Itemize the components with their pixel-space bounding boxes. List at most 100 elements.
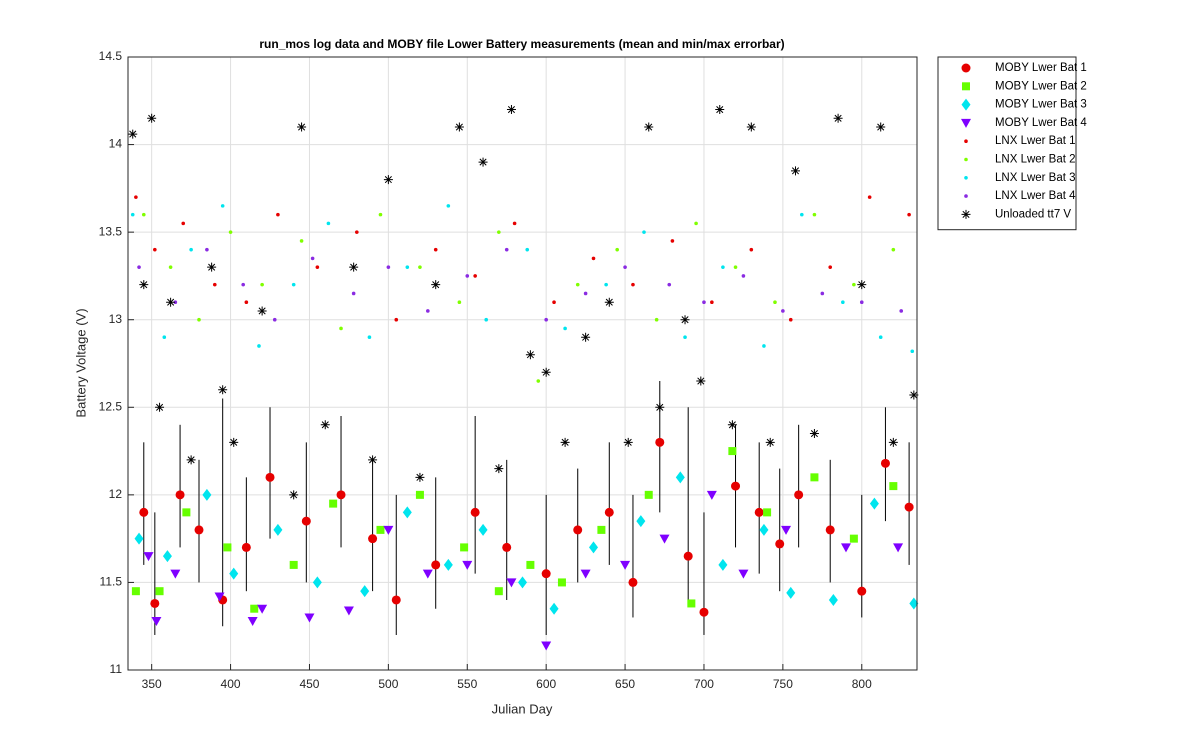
legend-label: MOBY Lwer Bat 1 xyxy=(995,62,1087,74)
data-point xyxy=(162,335,167,340)
data-point xyxy=(273,523,283,536)
data-point xyxy=(728,447,737,456)
legend-marker xyxy=(961,118,971,128)
data-point xyxy=(880,458,890,468)
data-point xyxy=(889,482,898,491)
legend-marker xyxy=(964,194,968,198)
x-tick-label: 600 xyxy=(536,677,556,691)
data-point xyxy=(155,402,165,412)
data-point xyxy=(368,534,378,544)
data-point xyxy=(272,317,277,322)
data-point xyxy=(478,523,488,536)
data-point xyxy=(265,472,275,482)
data-point xyxy=(628,577,638,587)
data-point xyxy=(512,221,517,226)
y-tick-label: 13 xyxy=(109,312,123,326)
data-point xyxy=(473,274,477,278)
data-point xyxy=(631,282,635,287)
data-point xyxy=(128,129,138,139)
data-point xyxy=(675,471,685,484)
chart-title: run_mos log data and MOBY file Lower Bat… xyxy=(259,37,784,51)
data-point xyxy=(727,420,737,430)
data-point xyxy=(694,221,698,226)
data-point xyxy=(218,385,228,395)
data-point xyxy=(418,265,422,269)
data-point xyxy=(291,282,296,287)
data-point xyxy=(443,558,453,571)
data-point xyxy=(343,606,354,616)
data-point xyxy=(244,300,249,305)
data-point xyxy=(746,122,756,132)
data-point xyxy=(320,420,330,430)
data-point xyxy=(349,262,359,272)
data-point xyxy=(841,300,845,305)
data-point xyxy=(812,212,817,217)
data-point xyxy=(840,543,851,553)
data-point xyxy=(376,525,385,534)
data-point xyxy=(162,550,172,563)
data-point xyxy=(194,525,204,535)
data-point xyxy=(604,297,614,307)
data-point xyxy=(315,265,320,269)
data-point xyxy=(655,402,665,412)
data-point xyxy=(833,113,843,123)
data-point xyxy=(289,560,298,569)
data-point xyxy=(687,599,696,608)
data-point xyxy=(494,464,504,474)
data-point xyxy=(563,326,567,331)
data-point xyxy=(909,597,919,610)
data-point xyxy=(852,282,856,287)
x-tick-label: 750 xyxy=(773,677,793,691)
y-tick-label: 12 xyxy=(109,487,123,501)
data-point xyxy=(241,282,245,287)
data-point xyxy=(351,291,356,296)
data-point xyxy=(257,306,267,316)
data-point xyxy=(541,641,552,651)
data-point xyxy=(615,247,619,252)
data-point xyxy=(549,602,559,615)
data-point xyxy=(310,256,315,261)
y-tick-label: 14.5 xyxy=(99,49,123,63)
x-tick-label: 800 xyxy=(852,677,872,691)
plot-frame xyxy=(127,56,918,671)
data-point xyxy=(301,516,311,526)
data-point xyxy=(573,525,583,535)
data-point xyxy=(670,239,675,243)
data-point xyxy=(378,212,383,217)
data-point xyxy=(186,455,196,465)
data-point xyxy=(790,166,800,176)
data-point xyxy=(781,309,785,313)
data-point xyxy=(202,488,212,501)
data-point xyxy=(604,507,614,517)
data-point xyxy=(715,105,725,115)
data-point xyxy=(141,212,146,217)
data-point xyxy=(383,525,394,535)
data-point xyxy=(260,282,264,287)
data-point xyxy=(869,497,879,510)
x-tick-label: 350 xyxy=(142,677,162,691)
data-point xyxy=(655,437,665,447)
data-point xyxy=(589,541,599,554)
legend-label: MOBY Lwer Bat 3 xyxy=(995,99,1087,111)
data-point xyxy=(214,592,225,602)
data-point xyxy=(470,507,480,517)
data-point xyxy=(391,595,401,605)
data-point xyxy=(502,542,512,552)
y-tick-label: 11.5 xyxy=(100,575,123,589)
data-point xyxy=(910,349,915,354)
data-point xyxy=(153,247,157,252)
data-point xyxy=(526,560,535,569)
data-point xyxy=(247,616,258,626)
data-point xyxy=(339,326,343,331)
data-point xyxy=(134,195,138,199)
data-point xyxy=(446,204,451,208)
data-point xyxy=(544,317,548,322)
data-point xyxy=(431,560,441,570)
data-point xyxy=(788,317,793,322)
data-point xyxy=(560,437,570,447)
data-point xyxy=(506,578,517,588)
data-point xyxy=(139,280,149,290)
data-point xyxy=(276,212,280,217)
data-point xyxy=(386,265,391,269)
data-point xyxy=(250,604,259,613)
